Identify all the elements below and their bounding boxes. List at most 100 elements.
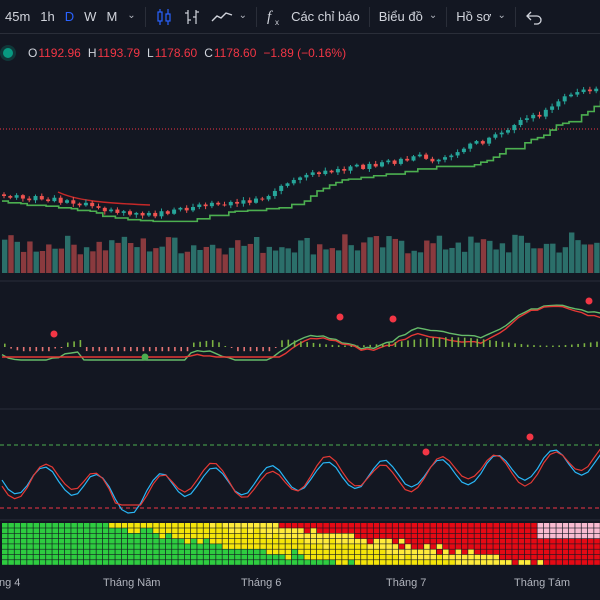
volume-bar xyxy=(581,244,587,273)
candle xyxy=(203,204,208,207)
layout-button[interactable]: Biểu đồ ⌄ xyxy=(374,0,442,34)
interval-w[interactable]: W xyxy=(84,9,97,24)
heatmap-cell xyxy=(58,523,65,528)
heatmap-cell xyxy=(216,544,222,549)
heatmap-cell xyxy=(317,560,323,565)
heatmap-cell xyxy=(455,528,462,533)
heatmap-cell xyxy=(121,549,128,555)
candle xyxy=(77,203,82,206)
volume-bar xyxy=(222,254,228,273)
heatmap-cell xyxy=(575,523,581,528)
heatmap-cell xyxy=(461,560,468,565)
heatmap-cell xyxy=(2,523,8,528)
heatmap-cell xyxy=(241,538,247,544)
heatmap-cell xyxy=(543,549,550,555)
heatmap-cell xyxy=(556,544,562,549)
heatmap-cell xyxy=(581,549,588,555)
chart-canvas[interactable] xyxy=(0,35,600,568)
histogram-bar xyxy=(262,347,264,352)
histogram-bar xyxy=(589,342,592,347)
heatmap-cell xyxy=(272,538,279,544)
volume-bar xyxy=(71,244,77,273)
candles-icon xyxy=(157,8,171,25)
heatmap-cell xyxy=(518,528,525,533)
heatmap-cell xyxy=(562,528,569,533)
histogram-bar xyxy=(111,347,113,352)
heatmap-cell xyxy=(20,533,27,539)
candle xyxy=(153,212,158,217)
heatmap-cell xyxy=(90,560,96,565)
heatmap-cell xyxy=(562,523,569,528)
heatmap-cell xyxy=(178,538,184,544)
heatmap-cell xyxy=(443,554,449,560)
heatmap-cell xyxy=(524,538,531,544)
heatmap-cell xyxy=(468,523,474,528)
heatmap-cell xyxy=(228,544,235,549)
heatmap-cell xyxy=(71,523,77,528)
histogram-bar xyxy=(167,347,170,352)
candle xyxy=(178,207,183,210)
candle xyxy=(266,196,271,200)
heatmap-cell xyxy=(499,544,506,549)
interval-m[interactable]: M xyxy=(106,9,118,24)
heatmap-cell xyxy=(329,549,336,555)
interval-d[interactable]: D xyxy=(64,9,75,24)
histogram-bar xyxy=(489,340,491,347)
heatmap-cell xyxy=(222,533,229,539)
interval-45m[interactable]: 45m xyxy=(5,9,31,24)
heatmap-cell xyxy=(594,533,600,539)
interval-1h[interactable]: 1h xyxy=(40,9,55,24)
heatmap-cell xyxy=(298,549,304,555)
heatmap-cell xyxy=(550,538,556,544)
heatmap-cell xyxy=(461,528,468,533)
histogram-bar xyxy=(583,343,586,347)
heatmap-cell xyxy=(474,523,481,528)
heatmap-cell xyxy=(436,549,443,555)
histogram-bar xyxy=(274,347,277,348)
heatmap-cell xyxy=(285,523,292,528)
time-axis[interactable]: ng 4 Tháng Năm Tháng 6 Tháng 7 Tháng Tám xyxy=(0,568,600,600)
heatmap-cell xyxy=(506,538,512,544)
heatmap-cell xyxy=(14,554,21,560)
heatmap-cell xyxy=(424,538,430,544)
heatmap-cell xyxy=(537,544,544,549)
heatmap-cell xyxy=(493,538,499,544)
profile-button[interactable]: Hồ sơ ⌄ xyxy=(451,0,511,34)
heatmap-cell xyxy=(247,533,254,539)
candle xyxy=(134,212,139,215)
heatmap-cell xyxy=(392,533,399,539)
heatmap-cell xyxy=(109,528,115,533)
heatmap-cell xyxy=(537,549,544,555)
interval-dropdown[interactable]: ⌄ xyxy=(122,0,140,34)
candle xyxy=(461,148,466,153)
volume-bar xyxy=(203,246,209,273)
heatmap-cell xyxy=(335,533,342,539)
toolbar-divider xyxy=(514,6,516,27)
heatmap-cell xyxy=(512,549,518,555)
heatmap-cell xyxy=(197,560,203,565)
histogram-bar xyxy=(48,347,50,352)
heatmap-cell xyxy=(499,560,506,565)
candles-button[interactable] xyxy=(150,0,178,34)
heatmap-cell xyxy=(430,544,436,549)
heatmap-cell xyxy=(430,560,436,565)
heatmap-cell xyxy=(285,538,292,544)
heatmap-cell xyxy=(146,554,153,560)
undo-button[interactable] xyxy=(520,0,548,34)
heatmap-cell xyxy=(405,554,411,560)
heatmap-cell xyxy=(77,528,84,533)
heatmap-cell xyxy=(487,544,493,549)
heatmap-cell xyxy=(587,523,594,528)
line-button[interactable]: ⌄ xyxy=(206,0,252,34)
heatmap-cell xyxy=(512,523,518,528)
histogram-bar xyxy=(375,344,378,347)
candle xyxy=(323,170,328,175)
heatmap-cell xyxy=(499,538,506,544)
heatmap-cell xyxy=(247,528,254,533)
heatmap-cell xyxy=(550,523,556,528)
heatmap-cell xyxy=(165,533,172,539)
heatmap-cell xyxy=(14,544,21,549)
bars-button[interactable] xyxy=(178,0,206,34)
heatmap-cell xyxy=(279,544,285,549)
